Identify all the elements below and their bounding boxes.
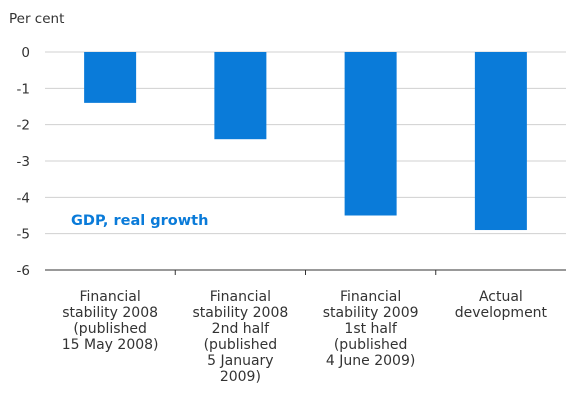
- x-category-label: Financial stability 2008 2nd half (publishe…: [192, 289, 288, 385]
- bar: [214, 52, 267, 140]
- x-category-label-line: 15 May 2008): [62, 337, 159, 353]
- y-tick-label: -3: [17, 154, 30, 170]
- x-category-label-line: stability 2008: [62, 305, 158, 321]
- x-category-label-line: Actual: [479, 289, 523, 305]
- x-category-label-line: development: [455, 305, 548, 321]
- x-category-label: Financial stability 2008 (published 15 May …: [62, 289, 159, 353]
- x-category-label-line: 5 January: [207, 353, 273, 369]
- y-tick-label: -1: [17, 81, 30, 97]
- y-tick-label: -5: [17, 227, 30, 243]
- y-tick-label: -2: [17, 118, 30, 134]
- x-category-label-line: (published: [334, 337, 408, 353]
- x-category-label-line: (published: [204, 337, 278, 353]
- x-category-label-line: Financial: [340, 289, 401, 305]
- x-category-label-line: Financial: [79, 289, 140, 305]
- y-tick-label: -6: [17, 263, 30, 279]
- x-category-label-line: stability 2008: [192, 305, 288, 321]
- x-category-label-line: 1st half: [344, 321, 397, 337]
- y-tick-label: -4: [17, 190, 30, 206]
- y-unit-label: Per cent: [9, 11, 65, 27]
- bar: [344, 52, 397, 216]
- series-label: GDP, real growth: [71, 213, 208, 229]
- x-category-label-line: 2nd half: [212, 321, 270, 337]
- x-category-label: Actual development: [455, 289, 548, 321]
- x-category-label-line: (published: [73, 321, 147, 337]
- x-category-label: Financial stability 2009 1st half (publishe…: [323, 289, 419, 369]
- y-tick-label: 0: [21, 45, 30, 61]
- x-category-label-line: 4 June 2009): [326, 353, 415, 369]
- bar: [474, 52, 527, 231]
- x-category-label-line: stability 2009: [323, 305, 419, 321]
- bar: [84, 52, 137, 103]
- x-category-label-line: Financial: [210, 289, 271, 305]
- x-category-label-line: 2009): [220, 369, 261, 385]
